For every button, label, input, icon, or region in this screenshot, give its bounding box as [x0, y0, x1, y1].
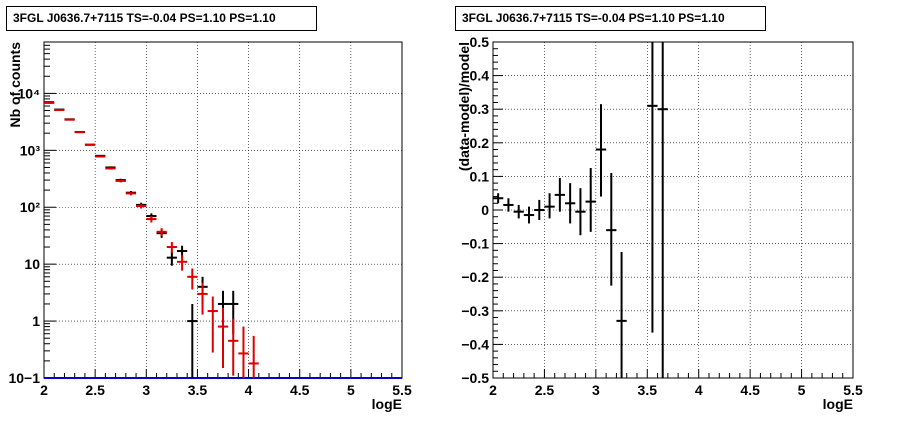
- right-y-tick-label: 0.4: [470, 68, 490, 84]
- right-y-tick-label: −0.2: [461, 269, 489, 285]
- right-x-axis-title: logE: [823, 396, 853, 412]
- left-x-tick-label: 4.5: [290, 382, 310, 398]
- left-x-tick-label: 4: [245, 382, 253, 398]
- right-x-tick-label: 2.5: [535, 382, 555, 398]
- right-x-tick-label: 3.5: [638, 382, 658, 398]
- left-y-tick-label: 1: [32, 313, 40, 329]
- right-x-tick-label: 4: [695, 382, 703, 398]
- left-x-tick-label: 2.5: [85, 382, 105, 398]
- right-y-tick-label: 0.5: [470, 34, 490, 50]
- right-x-tick-label: 5.5: [843, 382, 863, 398]
- left-y-tick-label: 10³: [20, 142, 41, 158]
- right-x-tick-label: 2: [489, 382, 497, 398]
- left-y-tick-label: 10: [24, 256, 40, 272]
- left-x-tick-label: 5: [347, 382, 355, 398]
- left-x-tick-label: 3.5: [188, 382, 208, 398]
- left-y-tick-label: 10⁴: [18, 85, 41, 101]
- right-y-tick-label: 0.2: [470, 135, 490, 151]
- right-plot-title: 3FGL J0636.7+7115 TS=-0.04 PS=1.10 PS=1.…: [455, 6, 766, 31]
- left-x-axis-title: logE: [372, 396, 402, 412]
- left-y-axis-title: Nb of counts: [7, 42, 23, 128]
- right-y-tick-label: 0.1: [470, 168, 490, 184]
- left-x-tick-label: 5.5: [392, 382, 412, 398]
- right-y-tick-label: −0.1: [461, 236, 489, 252]
- left-x-tick-label: 2: [40, 382, 48, 398]
- left-y-tick-label: 10²: [20, 199, 41, 215]
- right-x-tick-label: 4.5: [740, 382, 760, 398]
- left-plot-title: 3FGL J0636.7+7115 TS=-0.04 PS=1.10 PS=1.…: [6, 6, 317, 31]
- right-y-tick-label: −0.3: [461, 303, 489, 319]
- right-y-tick-label: −0.5: [461, 370, 489, 386]
- left-x-tick-label: 3: [142, 382, 150, 398]
- right-y-axis-title: (data-model)/model: [456, 42, 472, 171]
- right-y-tick-label: 0: [481, 202, 489, 218]
- right-y-tick-label: 0.3: [470, 101, 490, 117]
- right-y-tick-label: −0.4: [461, 336, 489, 352]
- right-x-tick-label: 3: [592, 382, 600, 398]
- right-x-tick-label: 5: [798, 382, 806, 398]
- left-y-tick-label: 10−1: [8, 370, 40, 386]
